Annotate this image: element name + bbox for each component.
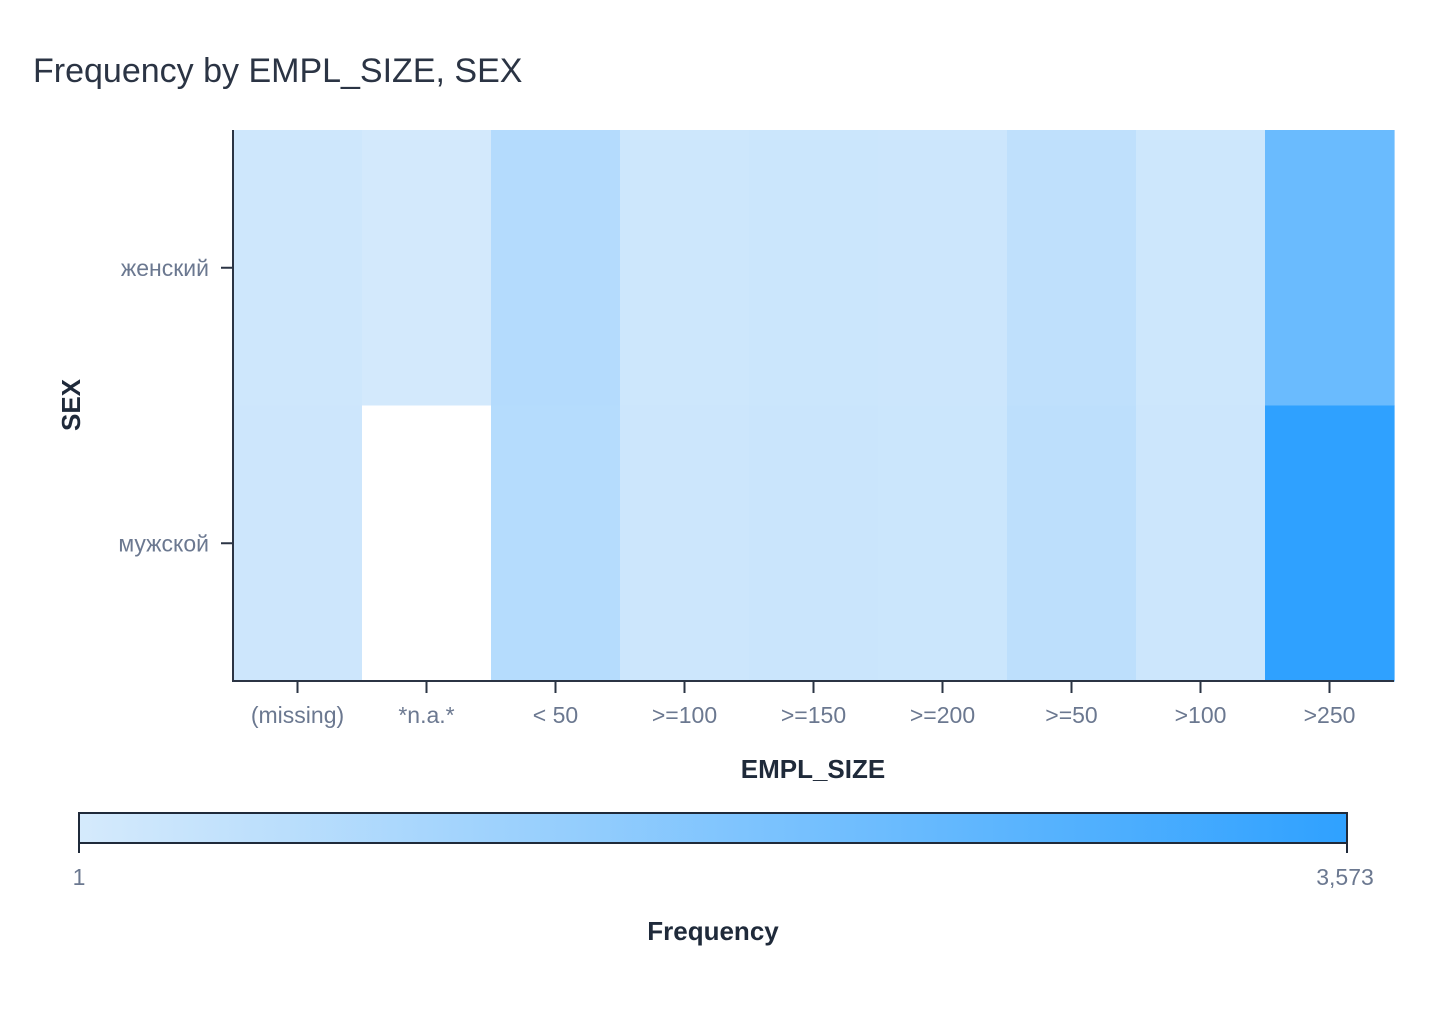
heatmap-cell bbox=[1007, 405, 1137, 682]
colorbar bbox=[78, 812, 1348, 844]
x-axis-ticks: (missing) *n.a.* < 50 >=100 >=150 >=200 >=50 >1… bbox=[251, 681, 1356, 728]
heatmap-cell bbox=[362, 130, 492, 407]
heatmap-cell bbox=[1007, 130, 1137, 407]
heatmap-cell bbox=[1265, 130, 1395, 407]
heatmap-cell bbox=[1265, 405, 1395, 682]
x-tick-label: >=100 bbox=[652, 702, 717, 728]
heatmap-cell bbox=[878, 405, 1008, 682]
heatmap-cell bbox=[1136, 130, 1266, 407]
heatmap-cell bbox=[362, 405, 492, 682]
y-axis-title: SEX bbox=[56, 378, 86, 431]
heatmap-cells bbox=[233, 130, 1395, 682]
heatmap-cell bbox=[491, 405, 621, 682]
heatmap-cell bbox=[749, 130, 879, 407]
x-axis-title: EMPL_SIZE bbox=[741, 754, 885, 784]
heatmap-cell bbox=[620, 405, 750, 682]
heatmap-cell bbox=[878, 130, 1008, 407]
x-tick-label: < 50 bbox=[533, 702, 578, 728]
heatmap-cell bbox=[749, 405, 879, 682]
heatmap-cell bbox=[1136, 405, 1266, 682]
y-axis-ticks: женский мужской bbox=[118, 255, 233, 556]
x-tick-label: *n.a.* bbox=[398, 702, 454, 728]
colorbar-min-label: 1 bbox=[73, 864, 86, 890]
y-tick-label: женский bbox=[121, 255, 209, 281]
y-tick-label: мужской bbox=[118, 530, 209, 556]
heatmap-cell bbox=[233, 130, 363, 407]
x-tick-label: >=150 bbox=[781, 702, 846, 728]
x-tick-label: >=200 bbox=[910, 702, 975, 728]
x-tick-label: >250 bbox=[1304, 702, 1356, 728]
chart-title: Frequency by EMPL_SIZE, SEX bbox=[33, 52, 522, 90]
colorbar-max-label: 3,573 bbox=[1316, 864, 1374, 890]
heatmap-cell bbox=[491, 130, 621, 407]
heatmap-cell bbox=[620, 130, 750, 407]
x-tick-label: >=50 bbox=[1045, 702, 1097, 728]
heatmap-cell bbox=[233, 405, 363, 682]
x-tick-label: >100 bbox=[1175, 702, 1227, 728]
colorbar-title: Frequency bbox=[647, 916, 779, 946]
x-tick-label: (missing) bbox=[251, 702, 344, 728]
